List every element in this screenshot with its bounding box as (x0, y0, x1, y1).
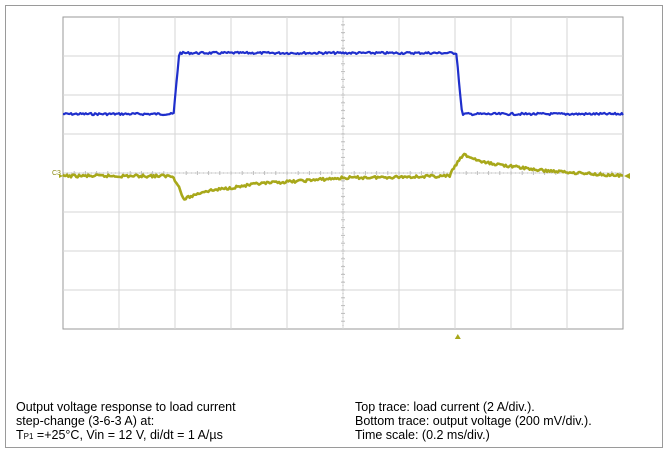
markers: C3 (52, 170, 630, 339)
caption-right-line1: Top trace: load current (2 A/div.). (355, 400, 535, 414)
output-voltage-trace (62, 152, 624, 201)
traces (62, 50, 624, 201)
caption-left-line1: Output voltage response to load current (16, 400, 236, 414)
channel-marker-icon (59, 174, 63, 178)
caption-left-line2: step-change (3-6-3 A) at: (16, 414, 155, 428)
caption-right-line2: Bottom trace: output voltage (200 mV/div… (355, 414, 592, 428)
trigger-arrow-icon (454, 334, 461, 339)
caption-right-line3: Time scale: (0.2 ms/div.) (355, 428, 490, 442)
caption-conditions: =+25°C, Vin = 12 V, di/dt = 1 A/µs (33, 428, 223, 442)
channel-label: C3 (52, 170, 61, 177)
offset-marker-icon (624, 173, 630, 179)
caption-t: T (16, 428, 24, 442)
load-current-trace (62, 50, 624, 117)
grid (62, 16, 624, 330)
caption-left: Output voltage response to load current … (16, 400, 346, 444)
caption-right: Top trace: load current (2 A/div.). Bott… (355, 400, 665, 442)
caption-left-line3: TP1 =+25°C, Vin = 12 V, di/dt = 1 A/µs (16, 428, 346, 444)
oscilloscope-chart: C3 (52, 16, 630, 339)
caption-t-sub: P1 (23, 432, 34, 441)
